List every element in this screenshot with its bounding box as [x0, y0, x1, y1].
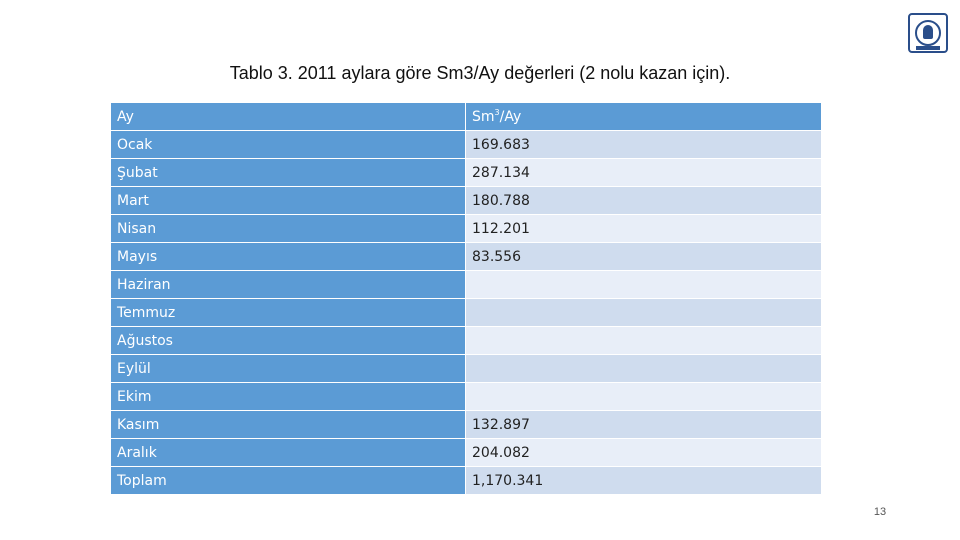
- row-value: [465, 270, 822, 299]
- row-value: [465, 326, 822, 355]
- row-month: Aralık: [110, 438, 466, 467]
- row-month: Kasım: [110, 410, 466, 439]
- row-value: 132.897: [465, 410, 822, 439]
- table-header-row: Ay Sm3/Ay: [110, 102, 822, 131]
- row-month: Mart: [110, 186, 466, 215]
- row-month: Ekim: [110, 382, 466, 411]
- table-row: Mayıs 83.556: [110, 242, 822, 271]
- page-number: 13: [873, 506, 887, 518]
- total-label: Toplam: [110, 466, 466, 495]
- row-value: 204.082: [465, 438, 822, 467]
- row-month: Eylül: [110, 354, 466, 383]
- row-value: [465, 382, 822, 411]
- table-total-row: Toplam 1,170.341: [110, 466, 822, 495]
- table-row: Mart 180.788: [110, 186, 822, 215]
- header-volume-unit: Sm: [472, 109, 495, 125]
- table-caption: Tablo 3. 2011 aylara göre Sm3/Ay değerle…: [229, 63, 731, 83]
- table-row: Ağustos: [110, 326, 822, 355]
- table-row: Aralık 204.082: [110, 438, 822, 467]
- header-month: Ay: [110, 102, 466, 131]
- seal-base: [916, 46, 940, 50]
- total-value: 1,170.341: [465, 466, 822, 495]
- row-value: [465, 354, 822, 383]
- table-row: Ekim: [110, 382, 822, 411]
- row-month: Şubat: [110, 158, 466, 187]
- table-row: Ocak 169.683: [110, 130, 822, 159]
- table-row: Eylül: [110, 354, 822, 383]
- row-value: 287.134: [465, 158, 822, 187]
- university-seal-icon: [908, 13, 948, 53]
- header-volume-exponent: 3: [494, 108, 500, 117]
- table-row: Nisan 112.201: [110, 214, 822, 243]
- row-month: Mayıs: [110, 242, 466, 271]
- monthly-volume-table: Ay Sm3/Ay Ocak 169.683 Şubat 287.134 Mar…: [110, 102, 822, 495]
- seal-core: [923, 25, 933, 39]
- table-row: Haziran: [110, 270, 822, 299]
- row-month: Haziran: [110, 270, 466, 299]
- row-month: Ocak: [110, 130, 466, 159]
- row-month: Nisan: [110, 214, 466, 243]
- row-value: 169.683: [465, 130, 822, 159]
- row-value: 83.556: [465, 242, 822, 271]
- table-row: Temmuz: [110, 298, 822, 327]
- header-volume: Sm3/Ay: [465, 102, 822, 131]
- row-month: Temmuz: [110, 298, 466, 327]
- row-month: Ağustos: [110, 326, 466, 355]
- seal-ring: [915, 20, 941, 46]
- row-value: 180.788: [465, 186, 822, 215]
- table-row: Kasım 132.897: [110, 410, 822, 439]
- row-value: [465, 298, 822, 327]
- header-volume-period: /Ay: [499, 109, 522, 125]
- table-row: Şubat 287.134: [110, 158, 822, 187]
- row-value: 112.201: [465, 214, 822, 243]
